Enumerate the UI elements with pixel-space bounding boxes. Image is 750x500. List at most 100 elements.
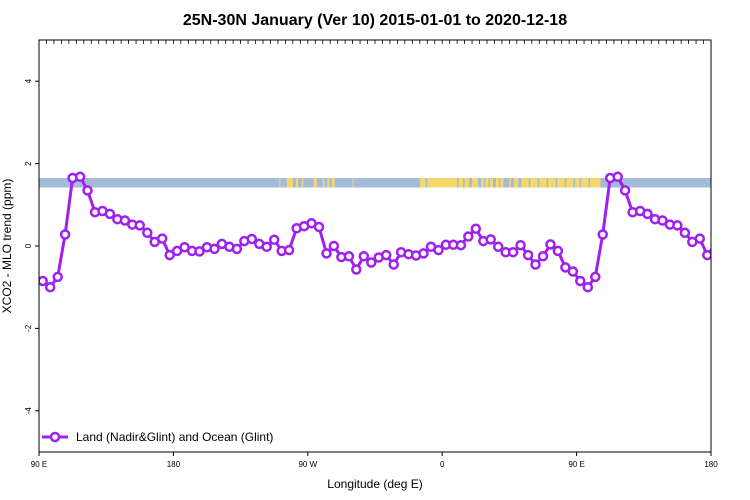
x-tick-label: 0 bbox=[440, 460, 445, 469]
data-point bbox=[455, 239, 467, 251]
data-point bbox=[530, 259, 541, 270]
data-point bbox=[694, 233, 706, 244]
y-tick-label: -4 bbox=[24, 407, 33, 415]
data-point bbox=[283, 244, 295, 256]
data-point bbox=[44, 281, 56, 293]
data-point bbox=[366, 257, 377, 268]
land-segment bbox=[279, 178, 281, 188]
land-segment bbox=[313, 178, 317, 188]
data-point bbox=[672, 220, 683, 231]
data-point bbox=[590, 271, 601, 283]
data-point bbox=[380, 249, 392, 261]
x-axis: 90 E 180 90 W 0 90 E 180 bbox=[31, 40, 718, 469]
legend-entry-label: Land (Nadir&Glint) and Ocean (Glint) bbox=[76, 430, 273, 444]
land-segment bbox=[322, 178, 325, 188]
data-point bbox=[82, 185, 93, 196]
x-tick-label: 90 W bbox=[298, 460, 317, 469]
data-point bbox=[567, 266, 579, 277]
data-point bbox=[134, 220, 146, 231]
x-tick-label: 180 bbox=[704, 460, 718, 469]
data-point bbox=[657, 215, 668, 226]
land-segment bbox=[352, 178, 354, 188]
land-segment bbox=[301, 178, 304, 188]
data-point bbox=[59, 229, 71, 240]
data-point bbox=[515, 239, 526, 251]
landmask-band bbox=[39, 178, 711, 188]
land-segment bbox=[489, 178, 493, 188]
data-point bbox=[313, 221, 325, 233]
data-point bbox=[328, 240, 340, 252]
y-tick-label: 2 bbox=[24, 161, 33, 166]
data-point bbox=[492, 241, 504, 253]
land-segment bbox=[500, 178, 504, 188]
data-point bbox=[485, 234, 496, 245]
land-segment bbox=[581, 178, 589, 188]
land-segment bbox=[530, 178, 538, 188]
data-point bbox=[575, 275, 586, 287]
data-point bbox=[358, 251, 370, 262]
land-segment bbox=[509, 178, 511, 188]
plot-frame bbox=[38, 39, 712, 453]
land-segment bbox=[419, 178, 426, 188]
land-segment bbox=[575, 178, 580, 188]
land-segment bbox=[590, 178, 601, 188]
ocean-band bbox=[39, 178, 711, 188]
land-segment bbox=[295, 178, 299, 188]
land-segment bbox=[286, 178, 293, 188]
data-point bbox=[463, 231, 474, 242]
series-points-group bbox=[39, 171, 711, 293]
y-axis-label: XCO2 - MLO trend (ppm) bbox=[0, 179, 14, 314]
y-tick-label: -2 bbox=[24, 324, 33, 332]
y-tick-label: 4 bbox=[24, 78, 33, 83]
data-point bbox=[679, 227, 691, 239]
data-point bbox=[104, 208, 116, 220]
land-segment bbox=[331, 178, 335, 188]
land-segment bbox=[464, 178, 470, 188]
data-point bbox=[268, 234, 280, 246]
data-point bbox=[74, 171, 86, 183]
data-point bbox=[709, 247, 711, 255]
data-point bbox=[52, 271, 63, 283]
land-segment bbox=[566, 178, 574, 188]
data-point bbox=[418, 248, 429, 259]
data-point bbox=[537, 251, 549, 262]
x-tick-label: 90 E bbox=[31, 460, 47, 469]
land-segment bbox=[548, 178, 556, 188]
data-point bbox=[388, 259, 399, 270]
legend: Land (Nadir&Glint) and Ocean (Glint) bbox=[42, 430, 273, 444]
data-point bbox=[246, 233, 258, 245]
data-point bbox=[194, 246, 205, 257]
data-point bbox=[261, 241, 272, 253]
data-point bbox=[522, 249, 534, 261]
land-segment bbox=[539, 178, 547, 188]
legend-marker-swatch bbox=[49, 431, 61, 443]
land-segment bbox=[481, 178, 485, 188]
data-point bbox=[642, 208, 653, 220]
data-point bbox=[507, 246, 519, 258]
land-segment bbox=[472, 178, 479, 188]
land-segment bbox=[458, 178, 464, 188]
y-axis: -4 -2 0 2 4 bbox=[24, 78, 39, 414]
data-point bbox=[39, 275, 48, 287]
land-segment bbox=[521, 178, 529, 188]
data-point bbox=[231, 243, 243, 255]
data-point bbox=[545, 239, 556, 250]
data-point bbox=[321, 248, 332, 259]
land-segment bbox=[485, 178, 489, 188]
data-point bbox=[612, 171, 623, 183]
data-point bbox=[597, 229, 608, 240]
data-point bbox=[619, 185, 631, 196]
data-point bbox=[552, 245, 564, 257]
land-segment bbox=[495, 178, 499, 188]
land-segment bbox=[327, 178, 330, 188]
data-point bbox=[351, 264, 362, 275]
data-point bbox=[142, 227, 153, 239]
land-segment bbox=[557, 178, 565, 188]
chart-title: 25N-30N January (Ver 10) 2015-01-01 to 2… bbox=[183, 12, 567, 29]
data-point bbox=[119, 215, 131, 226]
data-point bbox=[209, 243, 220, 255]
y-tick-label: 0 bbox=[24, 243, 33, 248]
x-axis-label: Longitude (deg E) bbox=[327, 477, 422, 491]
land-segment bbox=[427, 178, 458, 188]
